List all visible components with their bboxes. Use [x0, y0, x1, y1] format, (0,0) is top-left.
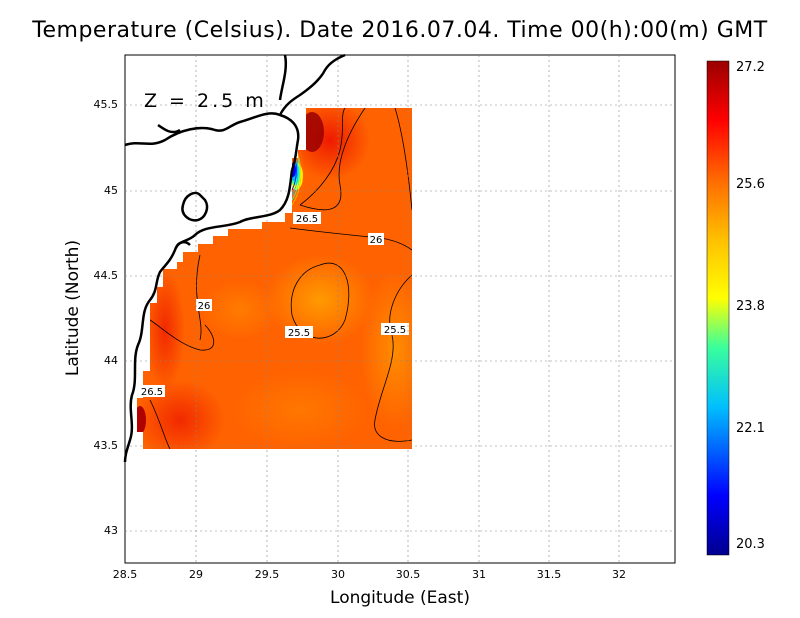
colorbar-tick: 25.6: [736, 177, 765, 192]
colorbar-tick: 20.3: [736, 537, 765, 552]
y-tick-label: 44.5: [93, 269, 119, 282]
colorbar-tick: 27.2: [736, 60, 765, 75]
x-tick-label: 32: [612, 568, 626, 581]
y-tick-label: 44: [104, 354, 118, 367]
contour-label: 26: [198, 301, 211, 312]
contour-label: 25.5: [288, 328, 310, 339]
x-tick-label: 31: [472, 568, 486, 581]
coastal-contours: [291, 151, 304, 213]
y-tick-label: 45.5: [93, 98, 119, 111]
chart-title: Temperature (Celsius). Date 2016.07.04. …: [32, 18, 768, 43]
x-tick-label: 30.5: [395, 568, 421, 581]
colorbar-tick: 23.8: [736, 299, 765, 314]
x-tick-label: 29: [189, 568, 203, 581]
y-tick-label: 45: [104, 184, 118, 197]
contour-label: 26.5: [141, 387, 163, 398]
contour-label-group: 26.5 26 26 25.5 25.5 26.5: [139, 212, 409, 398]
gridlines: [125, 55, 675, 563]
contour-label: 26.5: [296, 214, 318, 225]
colorbar-tick: 22.1: [736, 421, 765, 436]
x-tick-label: 29.5: [254, 568, 280, 581]
x-tick-label: 31.5: [536, 568, 562, 581]
y-tick-label: 43.5: [93, 439, 119, 452]
coastline: [123, 53, 346, 463]
y-axis-label: Latitude (North): [63, 239, 83, 377]
x-tick-label: 28.5: [112, 568, 138, 581]
depth-label: Z = 2.5 m: [144, 90, 267, 112]
contour-label: 25.5: [384, 325, 406, 336]
x-axis-label: Longitude (East): [330, 588, 470, 608]
contour-label: 26: [370, 235, 383, 246]
colorbar: [706, 60, 730, 556]
y-tick-label: 43: [104, 524, 118, 537]
x-tick-label: 30: [331, 568, 345, 581]
